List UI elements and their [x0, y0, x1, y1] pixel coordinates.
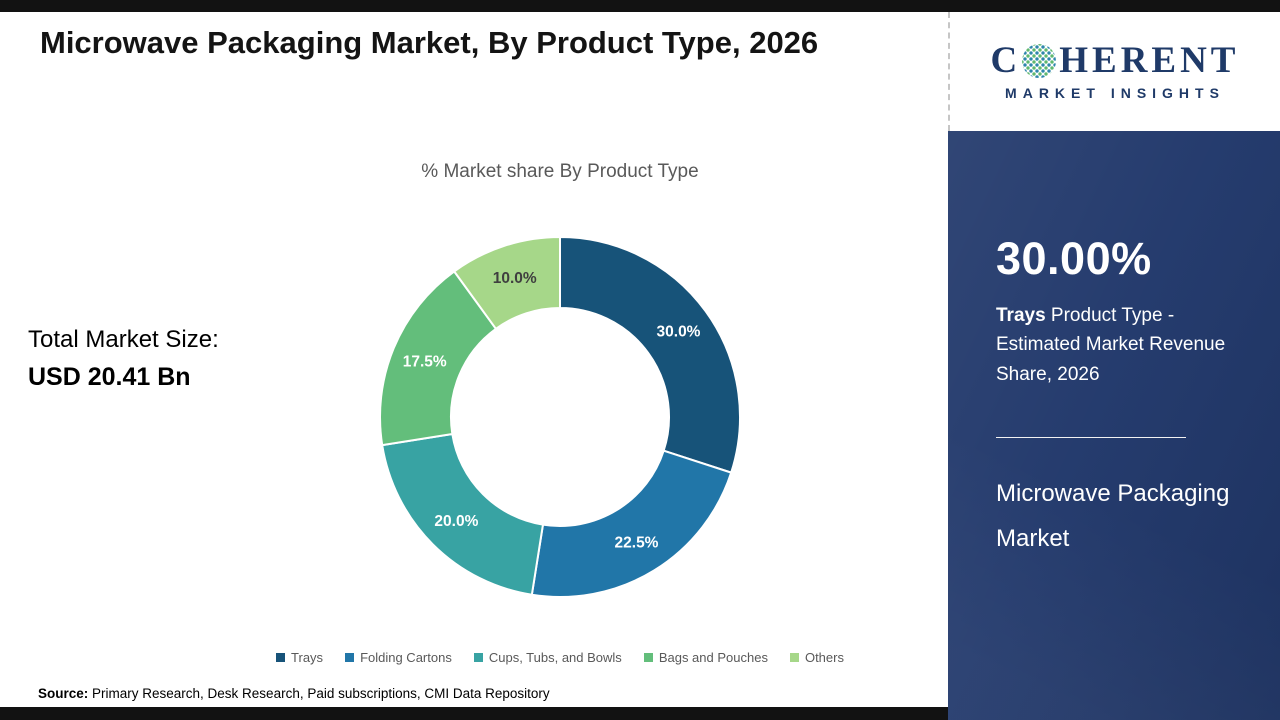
panel-title: Microwave Packaging Market [996, 480, 1230, 552]
legend-label: Cups, Tubs, and Bowls [488, 650, 622, 665]
legend-item: Folding Cartons [345, 650, 452, 665]
logo-text-suffix: HERENT [1059, 40, 1240, 81]
slice-label: 17.5% [403, 353, 447, 370]
total-market-size-label: Total Market Size: [28, 326, 219, 353]
slice-label: 10.0% [493, 270, 537, 287]
donut-slice [530, 449, 733, 598]
source-label: Source: [38, 686, 89, 701]
highlight-panel: 30.00% Trays Product Type - Estimated Ma… [948, 131, 1280, 720]
logo-globe-icon [1022, 43, 1057, 78]
legend-item: Cups, Tubs, and Bowls [473, 650, 622, 665]
slice-label: 20.0% [434, 513, 478, 530]
top-bar [0, 0, 1280, 12]
chart-title: % Market share By Product Type [421, 161, 699, 182]
total-market-size: Total Market Size: USD 20.41 Bn [28, 326, 219, 392]
legend-swatch [276, 653, 286, 662]
legend-label: Folding Cartons [360, 650, 452, 665]
legend-label: Bags and Pouches [658, 650, 768, 665]
highlight-description: Trays Product Type - Estimated Market Re… [996, 301, 1246, 389]
highlight-description-text: Product Type - Estimated Market Revenue … [996, 305, 1226, 385]
donut-slice [381, 433, 544, 596]
donut-slice [559, 236, 741, 474]
highlight-stat: 30.00% [996, 233, 1152, 284]
total-market-size-value: USD 20.41 Bn [28, 363, 191, 391]
panel-divider [996, 437, 1186, 439]
legend-label: Others [804, 650, 844, 665]
highlight-term: Trays [996, 305, 1046, 326]
legend-swatch [345, 653, 355, 662]
legend-swatch [643, 653, 653, 662]
legend-item: Bags and Pouches [643, 650, 768, 665]
chart-legend: Trays Folding Cartons Cups, Tubs, and Bowl… [160, 650, 960, 665]
logo: C HERENT MARKET INSIGHTS [948, 12, 1280, 131]
source-note: Source: Primary Research, Desk Research,… [38, 686, 550, 701]
legend-item: Others [789, 650, 844, 665]
legend-swatch [473, 653, 483, 662]
legend-swatch [789, 653, 799, 662]
slice-label: 22.5% [615, 534, 659, 551]
donut-slice [453, 236, 561, 330]
source-text: Primary Research, Desk Research, Paid su… [88, 686, 550, 701]
legend-label: Trays [291, 650, 324, 665]
donut-chart: 30.0% 22.5% 20.0% 17.5% 10.0% [379, 236, 741, 598]
slice-label: 30.0% [657, 323, 701, 340]
page-title: Microwave Packaging Market, By Product T… [40, 25, 819, 60]
logo-wordmark: C HERENT [991, 42, 1240, 79]
logo-tagline: MARKET INSIGHTS [1005, 85, 1225, 101]
bottom-bar [0, 707, 948, 720]
right-column: C HERENT MARKET INSIGHTS 30.00% Trays Pro… [948, 12, 1280, 720]
logo-text-prefix: C [990, 40, 1022, 81]
legend-item: Trays [276, 650, 323, 665]
